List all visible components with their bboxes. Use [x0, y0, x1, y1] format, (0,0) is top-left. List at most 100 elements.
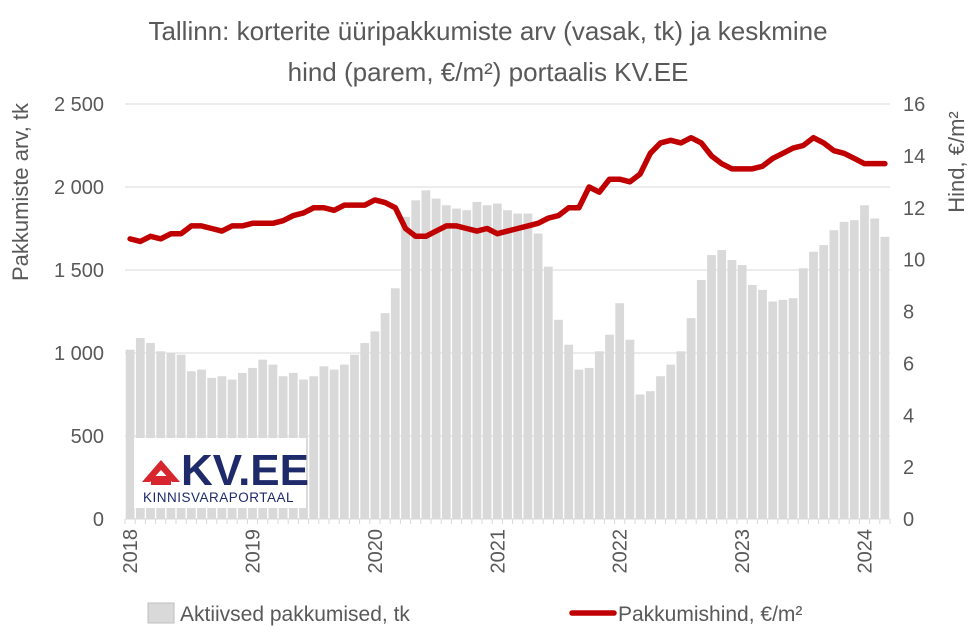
- bars-series: [125, 190, 890, 520]
- bar: [390, 288, 400, 519]
- x-axis-ticks: [124, 519, 891, 524]
- bar: [625, 339, 635, 519]
- x-tick-label: 2020: [365, 529, 387, 574]
- bar: [696, 279, 706, 519]
- bar: [135, 338, 145, 519]
- chart-title-line-2: hind (parem, €/m²) portaalis KV.EE: [288, 57, 689, 87]
- bar: [401, 216, 410, 519]
- bar: [717, 250, 727, 519]
- right-tick-label: 4: [903, 405, 914, 427]
- right-tick-label: 12: [903, 198, 925, 220]
- bar: [411, 200, 421, 519]
- bar: [441, 205, 451, 519]
- right-axis-title: Hind, €/m²: [944, 111, 969, 212]
- bar: [513, 213, 523, 519]
- legend: Aktiivsed pakkumised, tk Pakkumishind, €…: [147, 602, 802, 626]
- bar: [380, 313, 390, 519]
- bar: [431, 198, 441, 519]
- x-tick-label: 2019: [243, 529, 265, 574]
- right-tick-label: 8: [903, 302, 914, 324]
- bar: [747, 284, 757, 519]
- right-tick-label: 14: [903, 146, 925, 168]
- bar: [523, 213, 533, 519]
- bar: [156, 351, 166, 519]
- bar: [421, 190, 431, 519]
- bar: [768, 301, 778, 519]
- bar: [146, 343, 155, 519]
- x-tick-label: 2021: [487, 529, 509, 574]
- right-tick-label: 10: [903, 250, 925, 272]
- bar: [870, 218, 880, 520]
- right-tick-label: 6: [903, 353, 914, 375]
- price-line: [127, 134, 888, 245]
- bar: [533, 233, 543, 520]
- bar: [594, 351, 604, 519]
- bar: [788, 298, 798, 519]
- right-tick-label: 0: [903, 509, 914, 531]
- bar: [176, 354, 186, 519]
- bar: [370, 331, 380, 519]
- bar: [758, 289, 767, 519]
- legend-label-bars: Aktiivsed pakkumised, tk: [180, 603, 410, 626]
- left-tick-label: 1 500: [54, 260, 104, 282]
- left-tick-label: 1 000: [54, 343, 104, 365]
- bar: [880, 236, 890, 520]
- house-icon: [142, 460, 180, 485]
- chart-title-line-1: Tallinn: korterite üüripakkumiste arv (v…: [148, 16, 827, 46]
- bar: [125, 349, 135, 519]
- bar: [472, 201, 482, 519]
- left-tick-label: 0: [93, 509, 104, 531]
- bar: [656, 376, 665, 519]
- x-tick-label: 2022: [610, 529, 632, 574]
- logo-text: KV.EE: [181, 446, 309, 495]
- bar: [319, 366, 329, 519]
- logo-background: [134, 438, 306, 508]
- bar: [554, 319, 563, 519]
- bar: [666, 364, 676, 519]
- bar: [339, 364, 349, 519]
- bar: [860, 205, 869, 519]
- bar: [492, 203, 502, 519]
- left-tick-label: 2 500: [54, 94, 104, 116]
- legend-swatch-bars: [147, 602, 175, 624]
- bar: [635, 394, 645, 519]
- x-axis-labels: 2018 2019 2020 2021 2022 2023 2024: [120, 529, 876, 574]
- bar: [452, 208, 461, 519]
- right-tick-label: 2: [903, 457, 914, 479]
- bar: [462, 210, 472, 520]
- bar: [839, 221, 849, 520]
- bar: [707, 255, 716, 519]
- x-tick-label: 2018: [120, 529, 142, 574]
- right-axis-ticks: 0 2 4 6 8 10 12 14 16: [903, 94, 925, 531]
- bar: [482, 205, 492, 519]
- bar: [615, 303, 625, 519]
- bar: [166, 353, 176, 519]
- bar: [676, 351, 686, 519]
- bar: [360, 343, 370, 519]
- bar: [564, 344, 574, 519]
- left-tick-label: 2 000: [54, 177, 104, 199]
- bar: [849, 220, 859, 519]
- bar: [829, 230, 839, 519]
- legend-label-line: Pakkumishind, €/m²: [618, 603, 802, 626]
- bar: [605, 334, 614, 519]
- bar: [778, 299, 788, 519]
- bar: [350, 354, 359, 519]
- x-tick-label: 2023: [732, 529, 754, 574]
- logo-subtitle: KINNISVARAPORTAAL: [143, 490, 294, 505]
- bar: [645, 391, 655, 519]
- bar: [727, 260, 737, 519]
- bar: [309, 376, 319, 519]
- kv-ee-logo: KV.EE KINNISVARAPORTAAL: [134, 438, 309, 508]
- bar: [543, 266, 553, 519]
- bar: [329, 369, 339, 519]
- bar: [819, 245, 829, 519]
- bar: [584, 367, 594, 519]
- right-tick-label: 16: [903, 94, 925, 116]
- bar: [686, 318, 696, 519]
- x-tick-label: 2024: [855, 529, 877, 574]
- left-axis-title: Pakkumiste arv, tk: [8, 102, 33, 281]
- bar: [503, 210, 512, 520]
